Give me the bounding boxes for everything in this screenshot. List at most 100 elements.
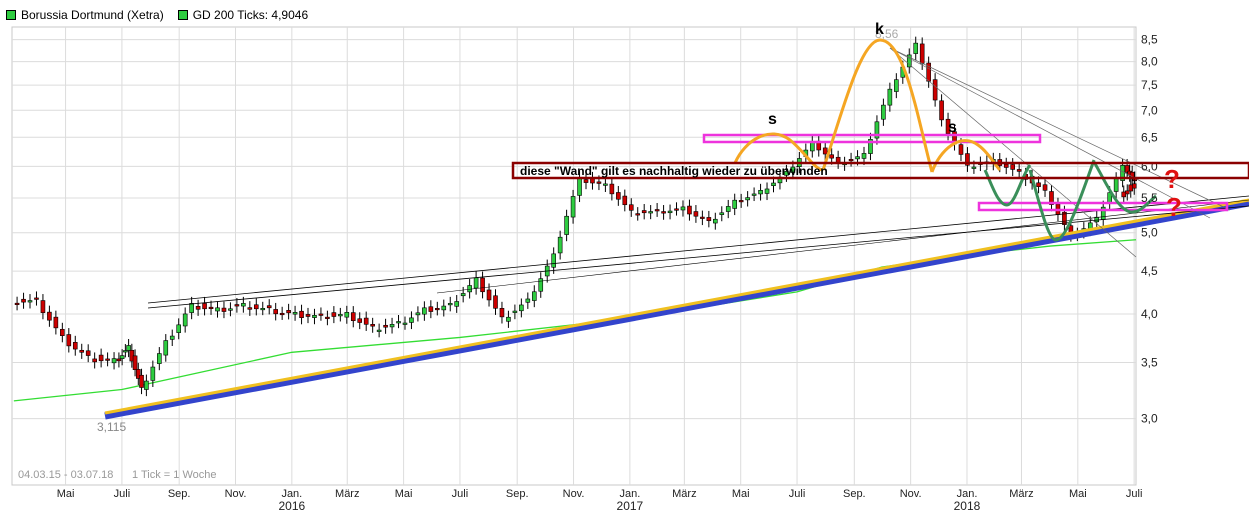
candle xyxy=(881,104,886,120)
legend: Borussia Dortmund (Xetra) GD 200 Ticks: … xyxy=(6,7,322,23)
low-price-label: 3,115 xyxy=(97,420,126,434)
candle xyxy=(422,307,427,315)
candle xyxy=(654,209,660,212)
candle xyxy=(441,305,447,311)
candle xyxy=(965,153,970,166)
candle xyxy=(784,171,789,176)
candle xyxy=(906,54,912,68)
candle xyxy=(1010,164,1016,170)
candle xyxy=(790,166,796,173)
candle xyxy=(409,317,414,323)
x-tick-label: Juli xyxy=(1126,488,1143,500)
ma200-line xyxy=(13,239,1137,402)
candle xyxy=(609,183,615,195)
candle xyxy=(221,307,227,312)
candle xyxy=(40,300,46,313)
wall-text: diese "Wand" gilt es nachhaltig wieder z… xyxy=(520,164,828,178)
candle xyxy=(47,311,52,321)
x-tick-label: März xyxy=(335,488,359,500)
candle xyxy=(1124,165,1130,173)
candle xyxy=(945,118,951,134)
candle xyxy=(874,121,880,139)
x-tick-label: März xyxy=(1009,488,1033,500)
y-tick-label: 3,5 xyxy=(1141,356,1158,370)
candle xyxy=(700,216,705,219)
candle xyxy=(1042,184,1048,191)
candle xyxy=(745,197,750,201)
candle xyxy=(312,315,317,318)
x-tick-label: Jan. xyxy=(619,488,640,500)
candle xyxy=(14,302,20,305)
candle xyxy=(338,314,343,317)
candle xyxy=(105,358,110,361)
candle xyxy=(1128,184,1134,192)
candle xyxy=(428,306,434,312)
legend-swatch-price xyxy=(6,10,16,20)
candle xyxy=(1062,211,1067,225)
candle xyxy=(648,211,653,214)
candle xyxy=(253,304,259,310)
candle xyxy=(506,316,511,322)
candle xyxy=(519,304,524,312)
candle xyxy=(493,295,498,309)
candle xyxy=(932,79,938,101)
candle xyxy=(163,340,169,356)
candle xyxy=(202,303,207,310)
y-tick-label: 8,0 xyxy=(1141,55,1158,69)
y-tick-label: 3,0 xyxy=(1141,412,1158,426)
annotation-k: k xyxy=(875,21,884,38)
legend-item-price: Borussia Dortmund (Xetra) xyxy=(6,8,164,22)
candle xyxy=(551,253,556,268)
candle xyxy=(72,342,78,350)
y-tick-label: 8,5 xyxy=(1141,33,1158,47)
candle xyxy=(126,345,131,351)
candle xyxy=(1003,163,1009,168)
ma200-layer xyxy=(13,239,1137,402)
candle xyxy=(473,277,479,289)
candle xyxy=(531,291,537,301)
candle xyxy=(687,205,692,215)
annotation-s-left: s xyxy=(768,111,777,128)
y-tick-label: 7,5 xyxy=(1141,78,1158,92)
candle xyxy=(357,318,363,323)
candle xyxy=(241,303,246,307)
x-tick-label: Mai xyxy=(395,488,413,500)
head-arc xyxy=(821,38,934,173)
candle xyxy=(454,301,460,307)
candle xyxy=(331,312,337,317)
x-tick-label: Jan. xyxy=(281,488,302,500)
candle xyxy=(771,182,776,186)
candle xyxy=(894,79,899,92)
candle xyxy=(139,374,144,388)
resistance-line-2 xyxy=(147,205,1249,309)
candle xyxy=(435,308,440,311)
y-tick-label: 5,0 xyxy=(1141,226,1158,240)
candle xyxy=(85,350,91,356)
candle xyxy=(182,313,188,327)
candle xyxy=(855,156,860,160)
date-range-note: 04.03.15 - 03.07.18 xyxy=(18,469,113,481)
candle xyxy=(719,212,725,215)
fan-line-3 xyxy=(889,47,1137,258)
candle xyxy=(299,310,304,318)
y-tick-label: 4,5 xyxy=(1141,264,1158,278)
candle xyxy=(402,322,408,325)
x-tick-label: Nov. xyxy=(900,488,922,500)
drawing-overlays xyxy=(104,38,1249,420)
resistance-line-3 xyxy=(436,199,1249,294)
candle xyxy=(751,193,757,196)
candle xyxy=(286,310,291,314)
candle xyxy=(635,213,641,216)
candle xyxy=(169,335,175,340)
candle xyxy=(667,210,673,214)
candle xyxy=(693,211,699,217)
x-year-label: 2018 xyxy=(954,499,981,513)
candle xyxy=(661,211,666,214)
candle xyxy=(848,159,854,162)
x-tick-label: Juli xyxy=(789,488,806,500)
candle xyxy=(279,312,285,316)
candle xyxy=(325,316,330,319)
candle xyxy=(958,144,964,155)
candle xyxy=(1121,191,1127,198)
candle xyxy=(195,305,201,310)
